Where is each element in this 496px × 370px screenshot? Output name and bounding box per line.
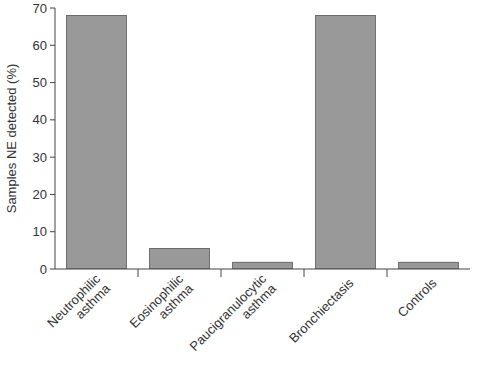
- bars: [67, 15, 459, 269]
- bar: [399, 262, 459, 269]
- chart-container: 0 10 20 30 40 50 60 70 NeutrophilicasthmaEosinop…: [0, 0, 496, 370]
- chart-svg: 0 10 20 30 40 50 60 70 NeutrophilicasthmaEosinop…: [0, 0, 496, 370]
- category-separator: [221, 269, 222, 277]
- y-tick: [50, 157, 55, 158]
- category-separator: [138, 269, 139, 277]
- category-label: Paucigranulocyticasthma: [187, 271, 280, 364]
- category-separator: [304, 269, 305, 277]
- y-tick-label: 50: [33, 75, 47, 90]
- category-label: Bronchiectasis: [286, 275, 357, 346]
- y-tick-label: 30: [33, 150, 47, 165]
- bar: [150, 248, 210, 269]
- category-separator: [387, 269, 388, 277]
- y-tick-label: 0: [40, 262, 47, 277]
- bar: [316, 15, 376, 269]
- y-tick: [50, 194, 55, 195]
- category-label-line: Bronchiectasis: [286, 275, 357, 346]
- y-tick: [50, 8, 55, 9]
- x-axis: [55, 269, 470, 270]
- y-tick-label: 20: [33, 187, 47, 202]
- category-label: Controls: [395, 275, 440, 320]
- category-label-line: asthma: [155, 280, 196, 321]
- y-axis: [55, 8, 56, 269]
- category-label-line: asthma: [72, 280, 113, 321]
- y-tick: [50, 269, 55, 270]
- y-tick-label: 70: [33, 1, 47, 16]
- y-tick: [50, 119, 55, 120]
- category-label-line: Controls: [395, 275, 440, 320]
- y-tick-label: 10: [33, 224, 47, 239]
- y-tick: [50, 231, 55, 232]
- y-tick-label: 60: [33, 38, 47, 53]
- category-label: Neutrophilicasthma: [44, 271, 114, 341]
- category-label-line: asthma: [238, 280, 279, 321]
- y-tick: [50, 82, 55, 83]
- category-label: Eosinophilicasthma: [127, 271, 197, 341]
- y-axis-label: Samples NE detected (%): [4, 64, 19, 214]
- bar: [67, 15, 127, 269]
- y-tick: [50, 45, 55, 46]
- y-tick-label: 40: [33, 112, 47, 127]
- bar: [233, 262, 293, 269]
